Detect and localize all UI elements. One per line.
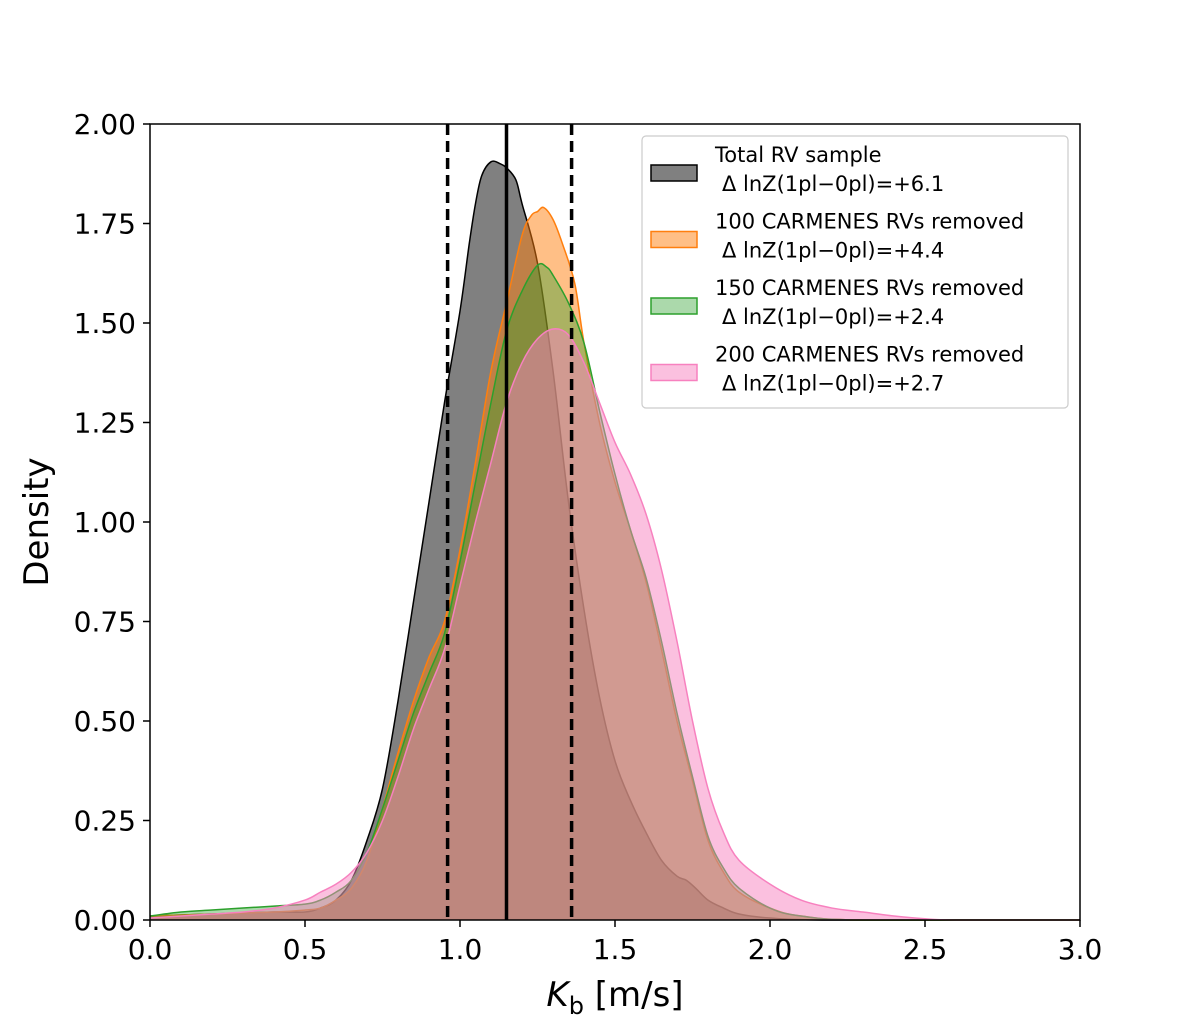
- y-tick-label: 0.25: [74, 805, 136, 838]
- x-label-symbol: K: [546, 975, 571, 1015]
- density-areas: [149, 160, 1080, 921]
- legend-swatch-total-rv-sample: [650, 164, 698, 182]
- legend-swatch-150-carmenes-rvs-removed: [650, 297, 698, 315]
- y-axis-label: Density: [17, 457, 57, 586]
- legend-label: 200 CARMENES RVs removed: [715, 343, 1024, 367]
- legend-swatch-100-carmenes-rvs-removed: [650, 230, 698, 249]
- x-tick-label: 0.0: [128, 933, 173, 966]
- y-tick-label: 0.75: [74, 606, 136, 639]
- x-label-subscript: b: [569, 992, 584, 1020]
- legend-label: 150 CARMENES RVs removed: [715, 276, 1024, 300]
- x-axis-label: Kb [m/s]: [546, 975, 683, 1020]
- x-axis: 0.0 0.5 1.0 1.5 2.0 2.5 3.0: [128, 920, 1103, 966]
- legend-evidence: Δ lnZ(1pl−0pl)=+2.4: [722, 305, 944, 329]
- reference-lines: [445, 124, 574, 920]
- x-tick-label: 3.0: [1058, 933, 1103, 966]
- legend-evidence: Δ lnZ(1pl−0pl)=+6.1: [722, 172, 944, 196]
- y-tick-label: 1.75: [74, 208, 136, 241]
- y-tick-label: 0.00: [74, 904, 136, 937]
- legend-box: [641, 135, 1069, 409]
- x-tick-label: 1.5: [593, 933, 638, 966]
- density-curve-200-carmenes-rvs-removed: [149, 328, 1080, 921]
- x-tick-label: 2.0: [748, 933, 793, 966]
- density-area-200-carmenes-rvs-removed: [150, 328, 1080, 920]
- y-tick-label: 1.00: [74, 506, 136, 539]
- x-label-unit: [m/s]: [584, 975, 684, 1015]
- y-tick-label: 1.25: [74, 407, 136, 440]
- y-tick-label: 1.50: [74, 307, 136, 340]
- x-tick-label: 2.5: [903, 933, 948, 966]
- x-tick-label: 1.0: [438, 933, 483, 966]
- y-tick-label: 2.00: [74, 108, 136, 141]
- legend-swatch-200-carmenes-rvs-removed: [650, 363, 698, 382]
- y-axis: 0.00 0.25 0.50 0.75 1.00 1.25 1.50 1.75 2.00: [74, 108, 150, 937]
- y-tick-label: 0.50: [74, 705, 136, 738]
- x-tick-label: 0.5: [283, 933, 328, 966]
- legend: Total RV sample Δ lnZ(1pl−0pl)=+6.1 100 CA…: [641, 135, 1069, 409]
- legend-label: Total RV sample: [714, 143, 882, 167]
- legend-label: 100 CARMENES RVs removed: [715, 210, 1024, 234]
- legend-evidence: Δ lnZ(1pl−0pl)=+2.7: [722, 372, 944, 396]
- legend-evidence: Δ lnZ(1pl−0pl)=+4.4: [722, 239, 944, 263]
